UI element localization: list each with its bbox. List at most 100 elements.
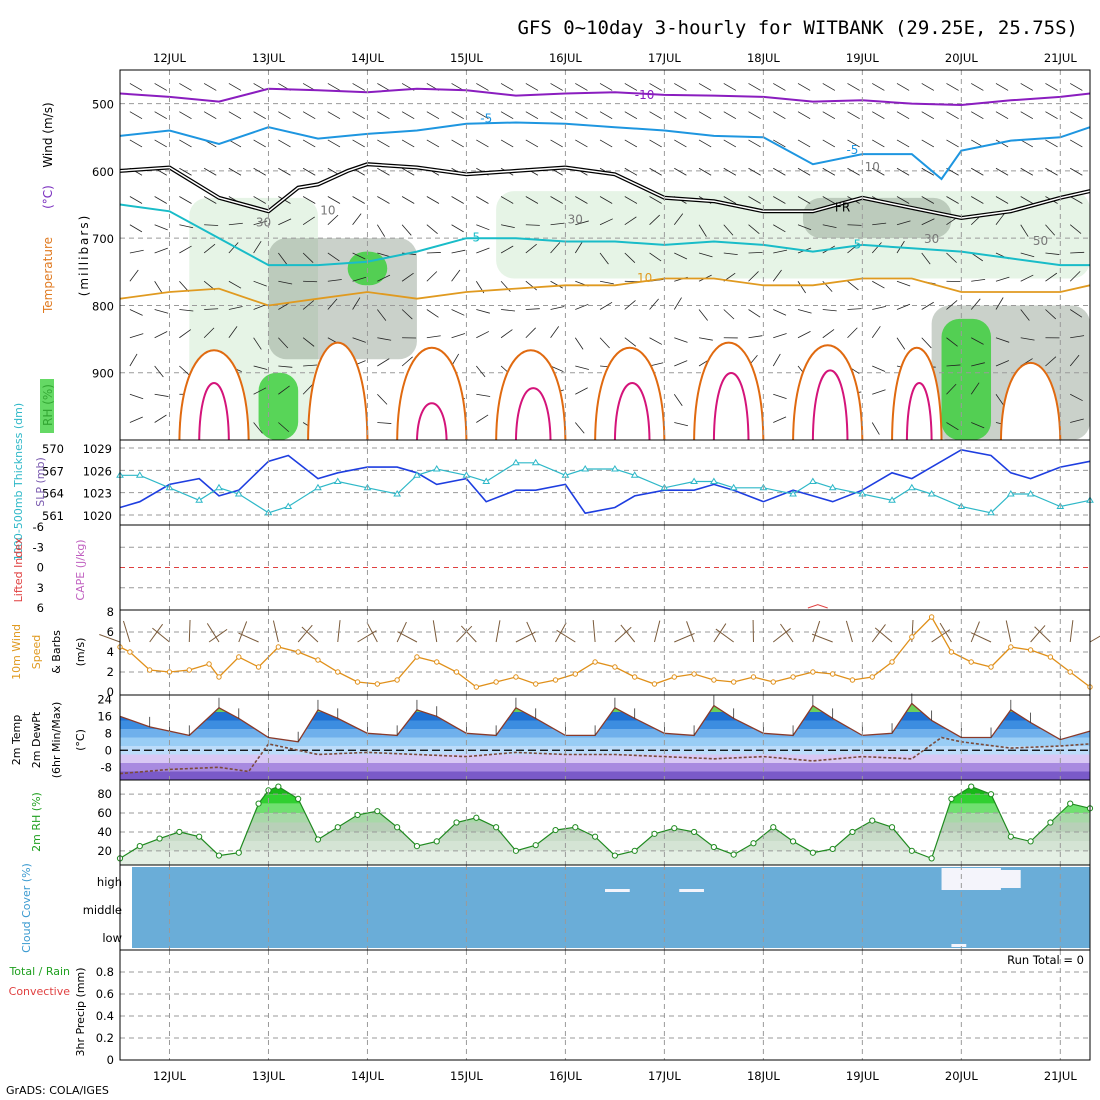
thickness-marker [709,477,718,484]
wind-barb [1020,139,1034,148]
wind-barb [797,196,811,204]
rh-legend-swatch [40,379,54,433]
wind-barb [451,139,464,148]
contour-label: 10 [865,160,880,174]
wind-speed-marker [730,679,737,685]
wind-barb-10m [811,633,833,643]
wind-barb [377,224,386,237]
wind-speed-marker [354,679,361,685]
wind-barb [971,422,985,429]
panel-frame [119,439,1091,526]
rh-marker [948,795,955,802]
wind-barb [525,243,537,254]
wind-barb [1069,309,1083,318]
wind-barb [253,422,263,434]
lifted-index-label: Lifted Index [12,537,25,602]
wind-barb [921,111,935,120]
wind-barb [154,139,167,148]
wind-barb [822,196,836,204]
slp-series-line [119,448,1091,515]
rh-marker [156,835,163,842]
temp-ylabel-part: (6hr Min/Max) [50,702,63,779]
wind-barb [1070,83,1083,91]
cloud-gap [605,889,630,892]
wind-barb-10m [1089,635,1100,643]
thickness-tick: 561 [42,509,64,523]
thickness-marker [531,458,540,466]
wind-barb [401,196,415,204]
wind-speed-marker [146,667,153,673]
wind-barb [228,139,242,148]
precip-total-label: Total / Rain [8,965,70,978]
wind-barb [674,422,689,427]
wind-barb [228,222,243,226]
rh-marker [671,825,678,832]
rh-marker [552,826,559,834]
wind-barb [253,387,267,395]
wind-barb [872,111,885,120]
cape-ylabel: CAPE (J/kg) [74,539,87,600]
date-tick-bottom: 20JUL [945,1069,978,1083]
thickness-marker [413,471,421,478]
wind-barb [946,83,959,91]
cloud-level-label: high [97,875,122,889]
wind-barb-10m [812,620,821,643]
warm-dome [693,341,765,440]
wind-barb [426,335,441,339]
wind-barb-10m [556,629,576,643]
wind-barb [525,308,540,310]
wind-barb [772,269,782,282]
rh-marker [789,838,797,845]
wind-barb [1045,272,1058,282]
wind-barb [624,196,638,204]
chart-title: GFS 0~10day 3-hourly for WITBANK (29.25E… [517,17,1078,39]
wind-barb [872,306,886,310]
wind-barb [525,280,537,291]
temp-band [120,737,1090,746]
wind-barb [921,196,935,204]
thickness-marker [1026,490,1035,497]
wind-barb [649,298,659,310]
wind-barb [154,331,168,339]
wind-barb [1070,139,1083,148]
wind-barb-10m [149,623,164,643]
wind-speed-marker [1047,654,1054,660]
wind-barb [624,167,638,176]
wind-barb [327,83,341,91]
date-tick-bottom: 16JUL [549,1069,582,1083]
wind-barb [500,329,513,339]
thickness-marker [927,490,936,497]
wind-barb-10m [939,622,952,643]
wind-barb [426,111,440,120]
warm-dome [495,349,567,440]
rh-marker [255,800,262,807]
hot-dome [515,387,552,440]
temp-band [120,695,1090,704]
wind-barb [698,83,712,91]
wind-barb [946,252,957,263]
wind-barb [896,167,910,176]
upper-air-plot: -10 -5 -5 5 5 10 FR 10 30 30 30 50 10 [120,83,1090,440]
wind-speed-marker [295,649,301,655]
wind-barb [154,111,167,120]
wind-barb [575,196,588,204]
wind-barb [129,196,143,204]
isotherm-5 [120,203,1090,267]
wind-barb [822,224,837,228]
wind-barb [921,83,935,91]
warm-dome [891,346,943,440]
wind-barb [797,224,812,231]
slp-tick: 1020 [83,509,112,523]
thickness-axis-label: 1000-500mb Thickness (dm) [12,403,25,561]
wind-barb [1070,335,1085,339]
warm-dome [178,349,250,440]
wind-barb [822,83,836,91]
wind-barb [723,167,737,176]
thickness-marker [333,477,342,484]
wind-barb [302,216,315,226]
freezing-level-core [120,163,1090,219]
wind-barb [377,422,392,424]
wind-barb [995,360,1010,367]
wind-barb [995,167,1009,176]
wind-barb [624,139,638,148]
